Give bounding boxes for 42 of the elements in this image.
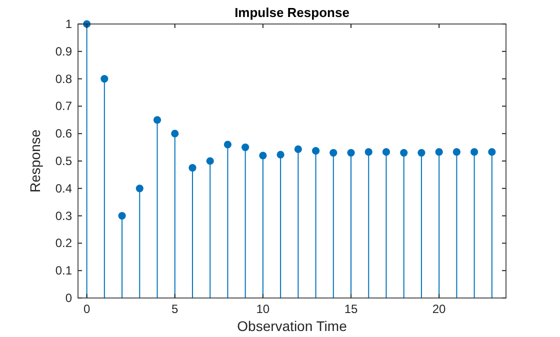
- y-tick-label: 0: [65, 291, 72, 305]
- point: [242, 144, 250, 152]
- x-axis-title: Observation Time: [237, 318, 348, 334]
- point: [488, 148, 496, 156]
- y-tick-label: 0.7: [55, 99, 72, 114]
- y-tick-label: 0.9: [55, 44, 72, 58]
- point: [136, 184, 144, 192]
- point: [100, 75, 108, 83]
- x-tick-label: 20: [432, 302, 446, 316]
- point: [206, 157, 214, 165]
- point: [470, 148, 478, 156]
- point: [259, 152, 267, 160]
- point: [347, 148, 355, 157]
- point: [364, 148, 372, 156]
- point: [171, 130, 179, 138]
- point: [224, 140, 232, 148]
- point: [418, 148, 426, 157]
- point: [452, 148, 460, 156]
- y-tick-label: 0.3: [55, 208, 72, 223]
- point: [382, 148, 390, 156]
- y-tick-label: 0.1: [55, 264, 72, 278]
- x-tick-label: 0: [83, 302, 90, 316]
- x-tick-label: 5: [172, 302, 179, 316]
- point: [153, 116, 162, 124]
- point: [312, 147, 320, 155]
- chart-title: Impulse Response: [234, 5, 350, 20]
- point: [330, 148, 338, 157]
- y-tick-label: 0.5: [55, 154, 72, 168]
- y-tick-label: 1: [65, 17, 72, 31]
- x-tick-label: 15: [344, 302, 358, 316]
- point: [435, 148, 443, 156]
- x-tick-label: 10: [256, 302, 270, 316]
- point: [276, 150, 284, 158]
- point: [400, 148, 408, 157]
- y-tick-label: 0.6: [55, 126, 72, 141]
- y-tick-label: 0.2: [55, 236, 72, 250]
- point: [188, 164, 196, 172]
- point: [118, 212, 126, 220]
- y-tick-label: 0.8: [55, 72, 72, 86]
- y-tick-label: 0.4: [55, 181, 72, 196]
- point: [294, 145, 302, 154]
- y-axis-title: Response: [27, 129, 43, 193]
